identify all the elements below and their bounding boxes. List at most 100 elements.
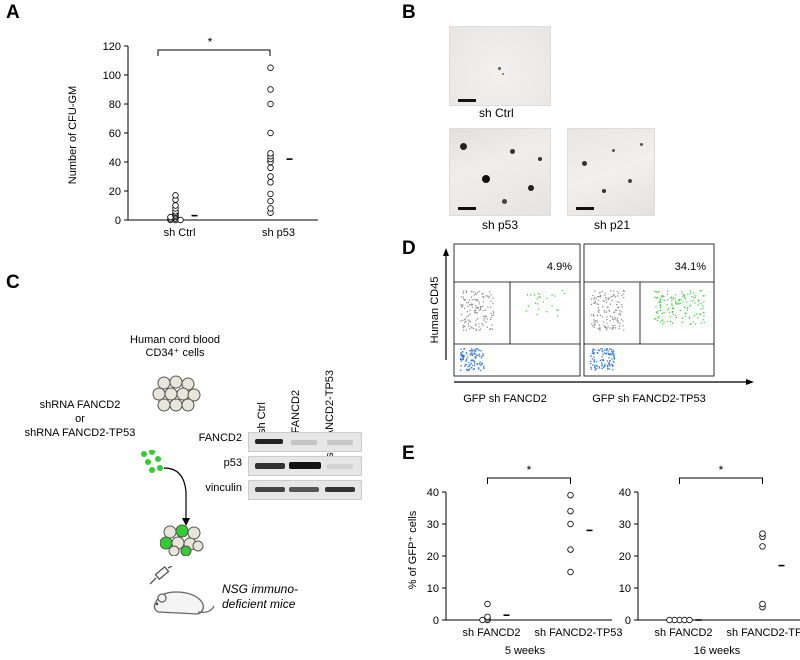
flow-event-blue — [611, 352, 614, 354]
flow-event-green — [546, 311, 548, 313]
flow-event-gray — [603, 310, 605, 312]
flow-event-blue — [474, 357, 477, 359]
flow-event-green — [655, 318, 657, 320]
panel-a-data-point — [172, 202, 179, 209]
flow-event-green — [655, 306, 657, 308]
flow-event-gray — [478, 301, 480, 303]
flow-event-gray — [606, 322, 608, 324]
flow-event-green — [703, 301, 705, 303]
flow-event-blue — [475, 356, 477, 359]
panel-d-ylabel: Human CD45 — [429, 277, 441, 344]
flow-event-green — [526, 294, 529, 296]
flow-event-gray — [461, 305, 463, 307]
flow-event-gray — [474, 323, 477, 325]
flow-event-gray — [492, 297, 494, 299]
flow-event-green — [669, 321, 672, 323]
flow-event-blue — [610, 348, 612, 350]
flow-event-green — [683, 294, 685, 296]
flow-event-green — [682, 301, 684, 303]
flow-event-blue — [471, 350, 474, 352]
flow-event-gray — [478, 303, 480, 305]
syringe-icon — [149, 566, 173, 585]
flow-event-green — [694, 294, 696, 296]
flow-event-gray — [606, 319, 608, 321]
panel-a-y-tick-label: 60 — [109, 128, 121, 140]
micrograph-label-sh-ctrl: sh Ctrl — [479, 106, 514, 120]
flow-event-green — [671, 300, 673, 302]
panel-a-y-tick-label: 120 — [103, 41, 121, 53]
flow-event-blue — [460, 357, 462, 360]
flow-event-blue — [601, 365, 603, 367]
flow-event-gray — [492, 302, 494, 305]
panel-e-1-y-tick-label: 20 — [427, 551, 439, 563]
flow-event-green — [683, 296, 686, 298]
flow-event-green — [685, 312, 687, 315]
flow-event-gray — [472, 327, 475, 330]
flow-event-green — [674, 294, 677, 296]
flow-event-blue — [607, 353, 610, 356]
flow-event-green — [672, 313, 674, 315]
flow-event-gray — [602, 321, 605, 323]
flow-event-gray — [617, 322, 619, 324]
flow-event-gray — [462, 292, 465, 294]
flow-event-green — [667, 299, 669, 301]
flow-event-green — [658, 290, 660, 292]
panel-a-significance-bracket — [157, 49, 271, 56]
flow-event-gray — [492, 314, 494, 316]
flow-event-blue — [472, 349, 475, 351]
flow-event-blue — [483, 365, 485, 367]
flow-event-blue — [593, 359, 595, 361]
flow-event-green — [659, 301, 661, 304]
flow-event-blue — [604, 363, 606, 365]
flow-event-gray — [488, 297, 490, 299]
flow-event-gray — [611, 328, 613, 330]
flow-event-blue — [600, 362, 603, 364]
flow-event-gray — [609, 320, 611, 322]
micrograph-sh-p21 — [567, 128, 655, 216]
flow-event-gray — [593, 315, 595, 317]
flow-event-gray — [601, 290, 604, 292]
flow-event-green — [535, 302, 537, 304]
flow-event-gray — [599, 328, 601, 330]
scale-bar — [458, 99, 476, 102]
flow-event-gray — [594, 302, 596, 304]
flow-event-blue — [469, 349, 471, 352]
flow-event-gray — [471, 299, 473, 301]
flow-event-gray — [590, 303, 593, 305]
flow-event-blue — [471, 353, 473, 355]
flow-event-blue — [483, 367, 485, 369]
flow-event-gray — [466, 302, 468, 304]
flow-event-gray — [602, 316, 604, 318]
panel-e-title: 5 weeks — [505, 645, 546, 657]
flow-event-green — [700, 303, 702, 305]
flow-event-gray — [608, 310, 611, 312]
flow-event-green — [675, 301, 677, 304]
flow-event-gray — [596, 321, 598, 323]
panel-d-flow: Human CD45 4.9% GFP sh FANCD2 34.1% GFP sh … — [429, 243, 754, 405]
flow-event-green — [551, 305, 553, 307]
panel-e-chart: % of GFP⁺ cells 0 10 20 30 40 sh FANCD2 sh FAN… — [407, 463, 800, 657]
flow-event-green — [669, 316, 671, 318]
flow-event-gray — [602, 306, 604, 308]
flow-event-gray — [618, 325, 621, 327]
flow-event-gray — [606, 311, 608, 313]
flow-event-gray — [462, 290, 464, 293]
lentivirus-icon — [141, 450, 163, 473]
flow-event-green — [670, 297, 672, 299]
flow-event-blue — [475, 348, 478, 350]
flow-event-green — [681, 290, 683, 293]
flow-event-green — [533, 294, 535, 296]
flow-event-gray — [483, 315, 485, 318]
flow-event-gray — [595, 297, 597, 299]
flow-event-blue — [611, 358, 613, 360]
micrograph-sh-ctrl — [449, 26, 551, 106]
flow-event-blue — [476, 354, 478, 356]
flow-event-blue — [462, 358, 464, 361]
flow-event-green — [655, 311, 658, 313]
flow-event-gray — [594, 300, 596, 302]
flow-event-green — [689, 290, 691, 292]
flow-event-gray — [604, 311, 606, 313]
flow-event-gray — [598, 324, 601, 326]
flow-event-gray — [616, 290, 619, 293]
flow-event-blue — [465, 359, 468, 361]
